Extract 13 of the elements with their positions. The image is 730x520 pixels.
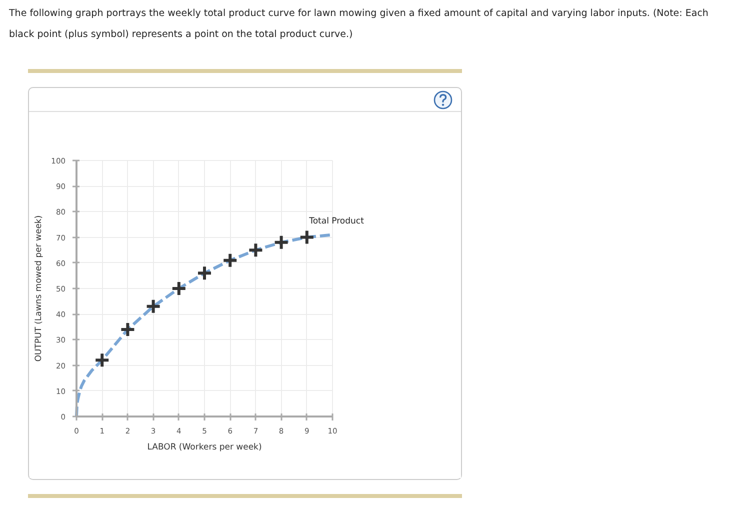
x-axis-title: LABOR (Workers per week)	[147, 442, 262, 452]
text: The following graph portrays the weekly total product curve for lawn mowing given a fixed amount of capital and varying labor inputs. (Note: Each black point (plus symbol) represents a point on the total product curve.)	[9, 7, 710, 42]
y-axis-title: OUTPUT (Lawns mowed per week)	[34, 215, 44, 362]
point	[273, 234, 290, 250]
point	[222, 252, 238, 268]
series-label: Total Product	[308, 216, 365, 227]
point	[196, 265, 212, 282]
point	[298, 229, 315, 246]
point	[94, 352, 110, 368]
point	[170, 280, 187, 296]
point	[145, 298, 162, 314]
point	[120, 321, 136, 338]
point	[248, 242, 264, 258]
